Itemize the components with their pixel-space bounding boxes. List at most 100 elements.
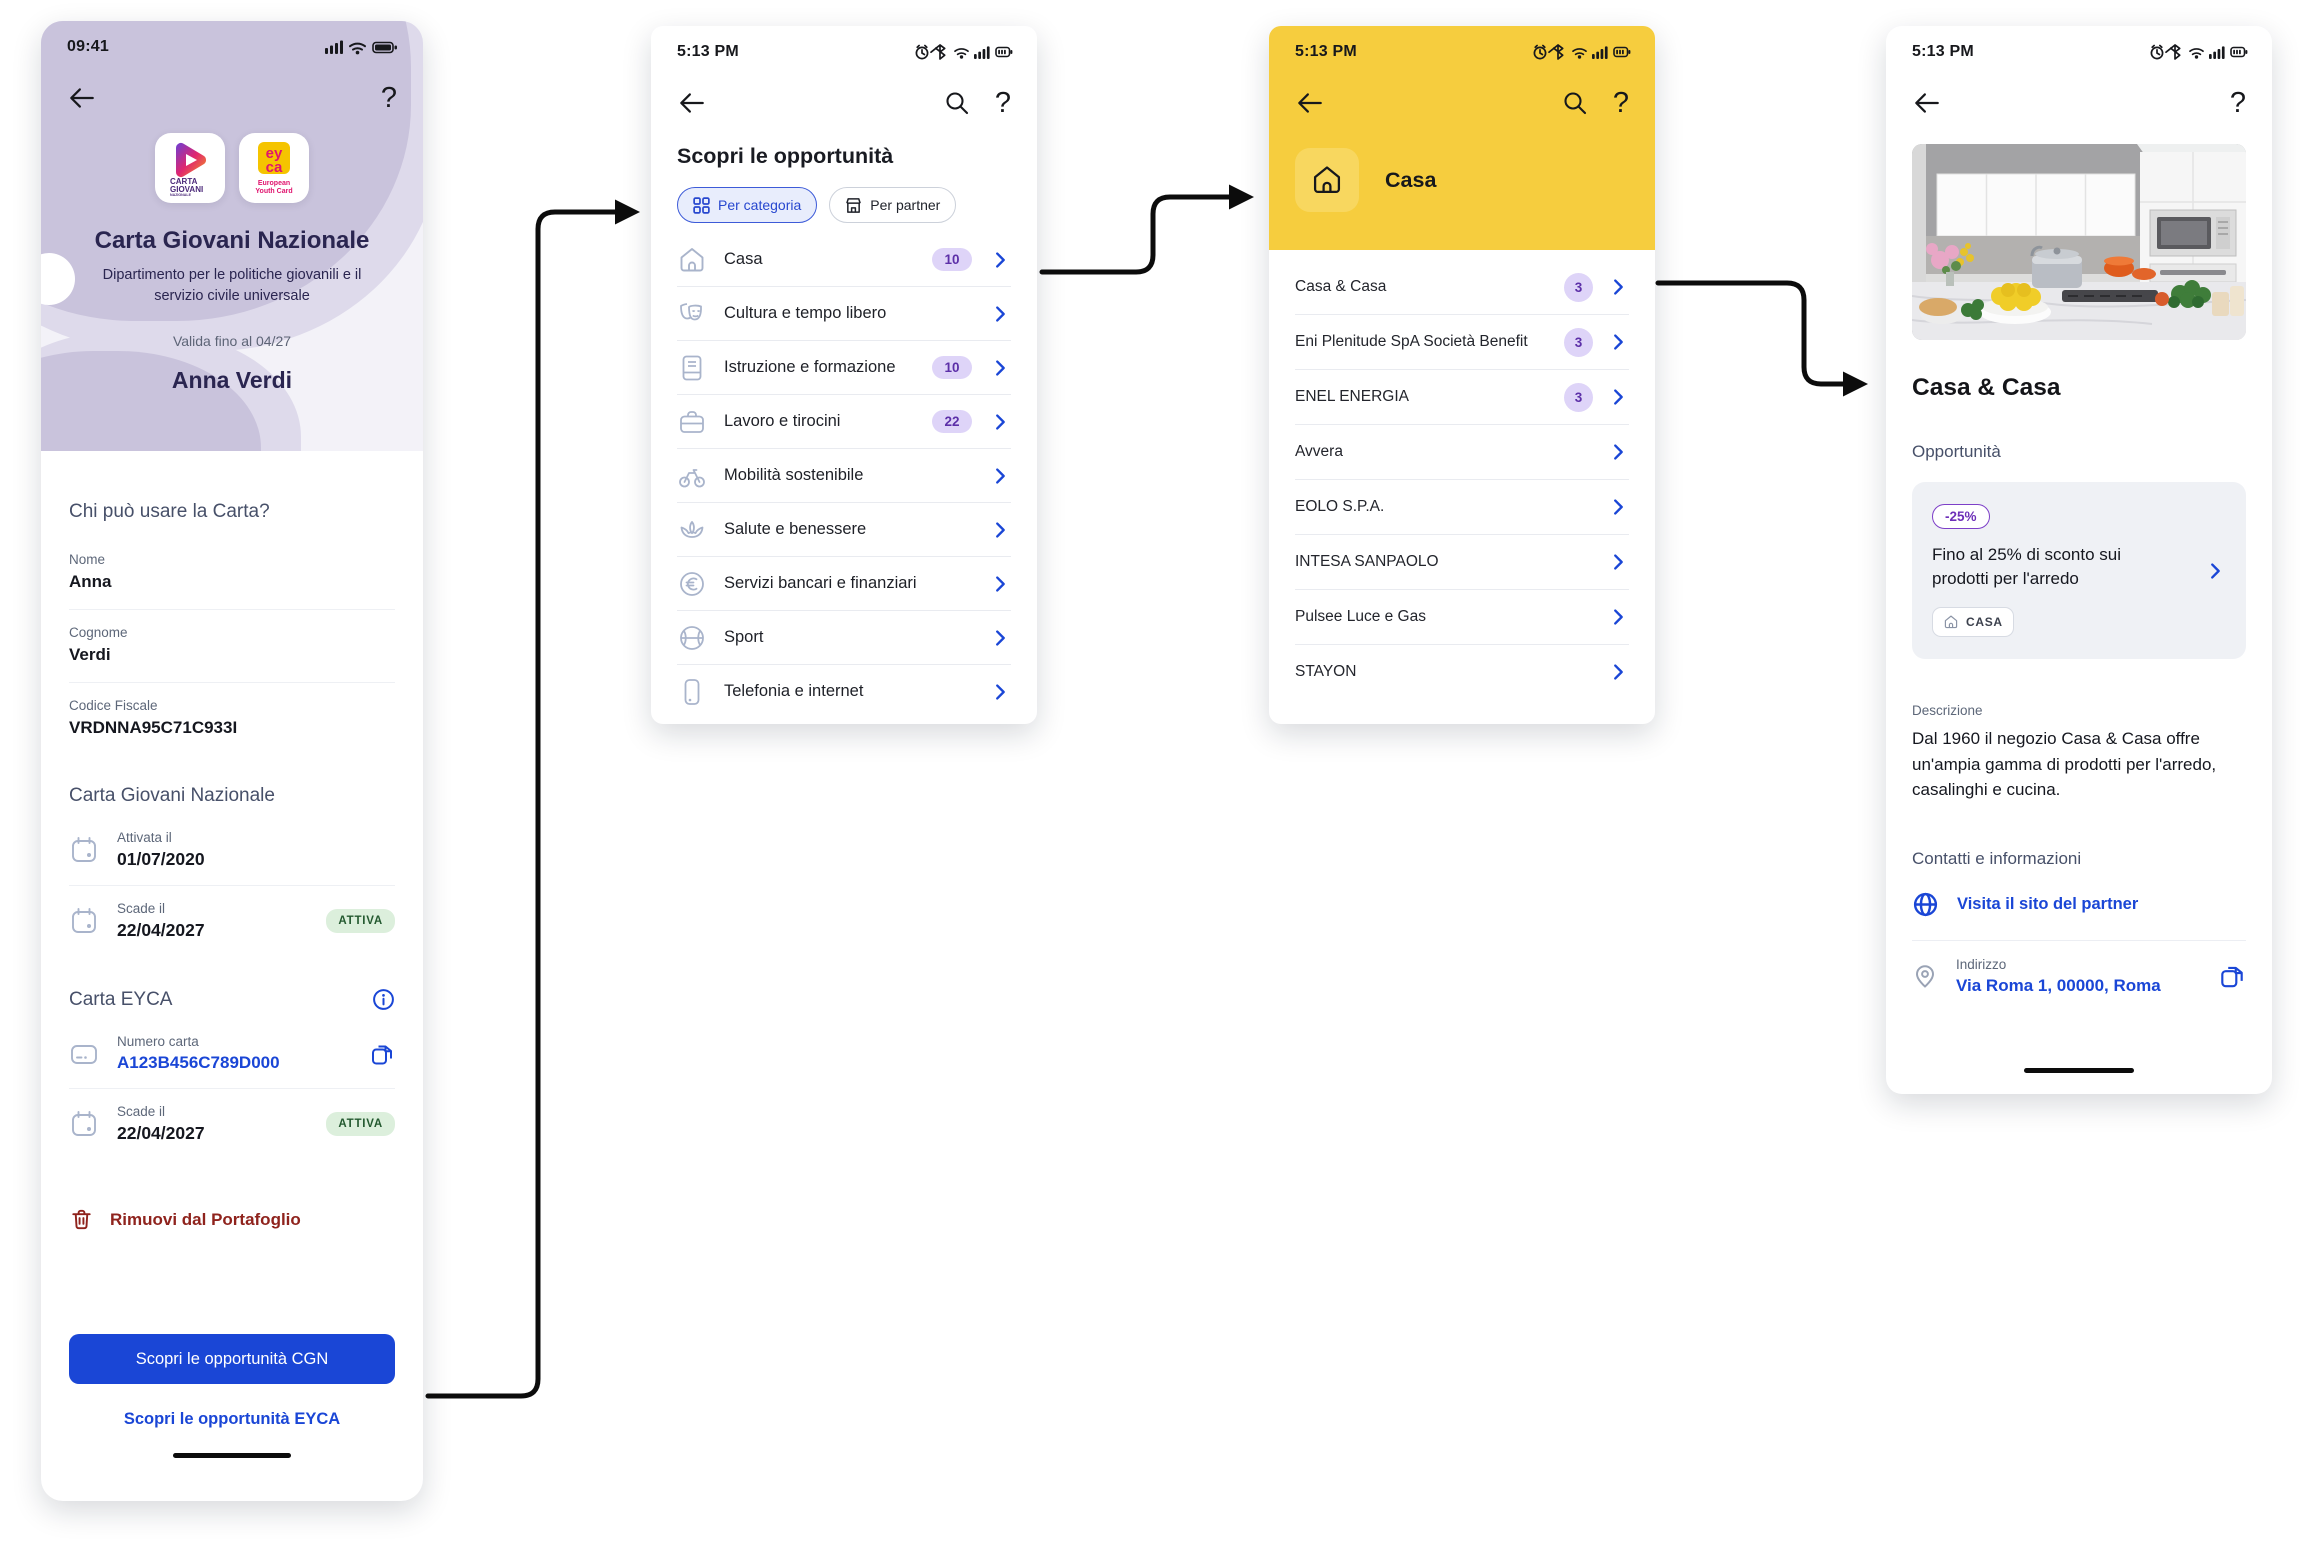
category-icon-tile xyxy=(1295,148,1359,212)
tab-per-categoria[interactable]: Per categoria xyxy=(677,187,818,223)
category-row-mobilita[interactable]: Mobilità sostenibile xyxy=(677,448,1011,502)
storefront-icon xyxy=(846,197,862,213)
chevron-right-icon xyxy=(1614,554,1623,570)
book-icon xyxy=(682,355,702,380)
partner-row-enel[interactable]: ENEL ENERGIA 3 xyxy=(1295,369,1629,424)
chevron-right-icon xyxy=(996,413,1005,430)
discover-cgn-button[interactable]: Scopri le opportunità CGN xyxy=(69,1334,395,1384)
card-number-link[interactable]: A123B456C789D000 xyxy=(117,1053,280,1072)
discover-eyca-link[interactable]: Scopri le opportunità EYCA xyxy=(123,1410,341,1428)
screen-card-detail: 09:41 ? xyxy=(41,21,423,1501)
chevron-right-icon xyxy=(996,683,1005,700)
home-icon xyxy=(1944,615,1958,629)
svg-text:ey: ey xyxy=(266,145,283,162)
back-icon[interactable] xyxy=(67,83,97,113)
count-badge: 3 xyxy=(1564,327,1593,357)
remove-from-wallet-button[interactable]: Rimuovi dal Portafoglio xyxy=(69,1207,395,1232)
card-icon xyxy=(71,1044,97,1064)
field-codice-fiscale: Codice Fiscale VRDNNA95C71C933I xyxy=(69,682,395,755)
field-cognome: Cognome Verdi xyxy=(69,609,395,682)
copy-icon[interactable] xyxy=(2218,962,2246,990)
home-icon xyxy=(1313,166,1341,194)
opportunita-heading: Opportunità xyxy=(1912,442,2001,461)
search-icon[interactable] xyxy=(1561,89,1589,117)
chevron-right-icon xyxy=(996,521,1005,538)
category-row-istruzione[interactable]: Istruzione e formazione 10 xyxy=(677,340,1011,394)
smartphone-icon xyxy=(684,678,700,705)
card-validity: Valida fino al 04/27 xyxy=(172,333,292,349)
category-row-cultura[interactable]: Cultura e tempo libero xyxy=(677,286,1011,340)
copy-icon[interactable] xyxy=(369,1041,395,1067)
svg-text:Youth Card: Youth Card xyxy=(255,188,292,195)
partner-row-eolo[interactable]: EOLO S.P.A. xyxy=(1295,479,1629,534)
back-icon[interactable] xyxy=(677,88,707,118)
card-title: Carta Giovani Nazionale xyxy=(94,227,370,254)
chevron-right-icon xyxy=(2211,563,2220,579)
partner-row-pulsee[interactable]: Pulsee Luce e Gas xyxy=(1295,589,1629,644)
field-nome: Nome Anna xyxy=(69,552,112,591)
category-row-casa[interactable]: Casa 10 xyxy=(677,233,1011,286)
partner-row-casa-e-casa[interactable]: Casa & Casa 3 xyxy=(1295,260,1629,314)
back-icon[interactable] xyxy=(1295,88,1325,118)
status-icons xyxy=(915,44,1013,60)
help-icon[interactable]: ? xyxy=(380,81,397,114)
euro-icon xyxy=(680,571,704,596)
row-attivata-il: Attivata il 01/07/2020 xyxy=(69,815,395,885)
tab-per-partner[interactable]: Per partner xyxy=(829,187,957,223)
category-row-salute[interactable]: Salute e benessere xyxy=(677,502,1011,556)
status-badge: ATTIVA xyxy=(326,1112,395,1136)
address-row[interactable]: Indirizzo Via Roma 1, 00000, Roma xyxy=(1886,941,2272,996)
row-numero-carta: Numero carta A123B456C789D000 xyxy=(69,1019,395,1088)
count-badge: 3 xyxy=(1564,272,1593,302)
status-time: 5:13 PM xyxy=(1295,43,1357,60)
chevron-right-icon xyxy=(996,359,1005,376)
partner-photo-kitchen xyxy=(1912,144,2246,340)
category-row-lavoro[interactable]: Lavoro e tirocini 22 xyxy=(677,394,1011,448)
help-icon[interactable]: ? xyxy=(2229,86,2246,119)
back-icon[interactable] xyxy=(1912,88,1942,118)
screen-partner-list: 5:13 PM ? xyxy=(1269,26,1655,724)
info-icon[interactable] xyxy=(372,988,395,1011)
help-icon[interactable]: ? xyxy=(1612,86,1629,119)
count-badge: 3 xyxy=(1564,382,1593,412)
offer-text: Fino al 25% di sconto sui prodotti per l… xyxy=(1932,545,2121,589)
eyca-logo: ey ca European Youth Card xyxy=(239,133,309,203)
chevron-right-icon xyxy=(996,305,1005,322)
flow-arrow-2 xyxy=(1039,184,1254,275)
status-time: 5:13 PM xyxy=(677,43,739,60)
home-icon xyxy=(680,247,704,271)
page-title: Scopri le opportunità xyxy=(677,144,894,168)
svg-text:CARTA: CARTA xyxy=(170,177,198,186)
category-header: 5:13 PM ? xyxy=(1269,26,1655,250)
globe-icon xyxy=(1913,892,1938,916)
basketball-icon xyxy=(680,625,704,650)
contatti-heading: Contatti e informazioni xyxy=(1912,848,2082,868)
status-icons xyxy=(1533,44,1631,60)
partner-row-intesa[interactable]: INTESA SANPAOLO xyxy=(1295,534,1629,589)
flow-arrow-1 xyxy=(425,199,640,1399)
status-icons xyxy=(2150,44,2248,60)
category-row-telefonia[interactable]: Telefonia e internet xyxy=(677,664,1011,718)
who-heading: Chi può usare la Carta? xyxy=(69,501,270,522)
theater-masks-icon xyxy=(680,302,702,320)
partner-row-stayon[interactable]: STAYON xyxy=(1295,644,1629,699)
category-row-sport[interactable]: Sport xyxy=(677,610,1011,664)
count-badge: 22 xyxy=(932,410,972,433)
partner-title: Casa & Casa xyxy=(1912,374,2061,401)
calendar-icon xyxy=(72,908,96,933)
status-time: 5:13 PM xyxy=(1912,43,1974,60)
svg-text:GIOVANI: GIOVANI xyxy=(170,185,203,194)
partner-row-eni-plenitude[interactable]: Eni Plenitude SpA Società Benefit 3 xyxy=(1295,314,1629,369)
search-icon[interactable] xyxy=(943,89,971,117)
chevron-right-icon xyxy=(996,467,1005,484)
chevron-right-icon xyxy=(1614,279,1623,295)
trash-icon xyxy=(72,1209,91,1230)
website-link-row[interactable]: Visita il sito del partner xyxy=(1886,869,2272,940)
status-icons xyxy=(325,40,397,55)
category-row-servizi-bancari[interactable]: Servizi bancari e finanziari xyxy=(677,556,1011,610)
offer-card[interactable]: -25% Fino al 25% di sconto sui prodotti … xyxy=(1912,482,2246,660)
help-icon[interactable]: ? xyxy=(994,86,1011,119)
chevron-right-icon xyxy=(1614,664,1623,680)
row-scade-il-eyca: Scade il 22/04/2027 ATTIVA xyxy=(69,1088,395,1159)
partner-row-avvera[interactable]: Avvera xyxy=(1295,424,1629,479)
